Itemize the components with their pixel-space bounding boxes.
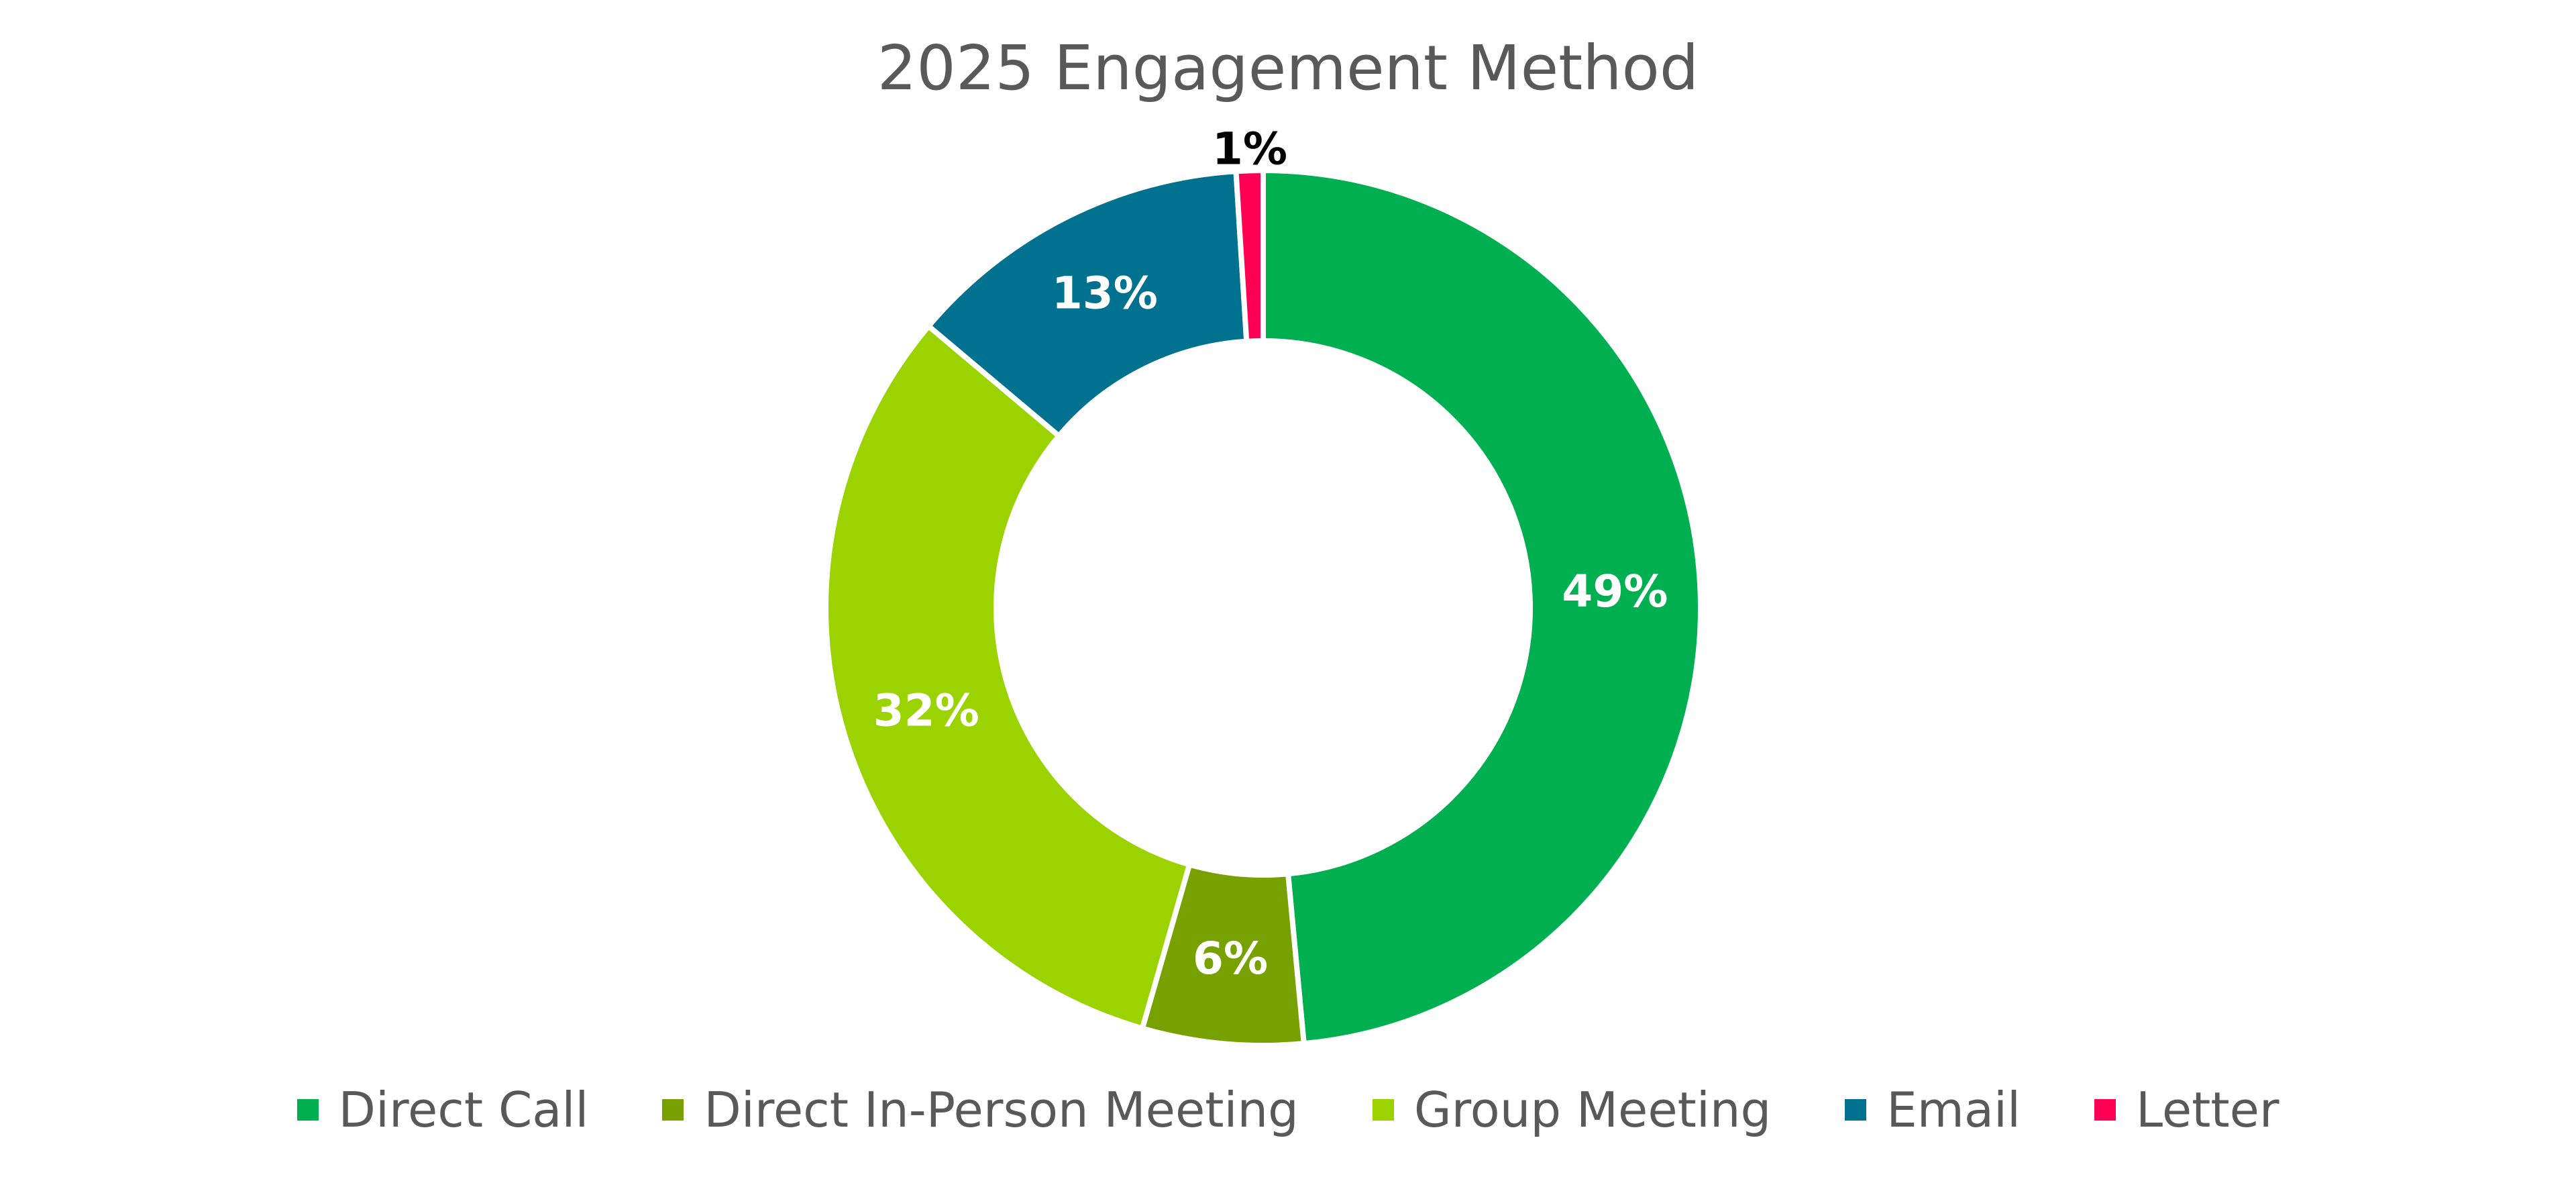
legend-swatch	[297, 1099, 319, 1121]
data-label: 32%	[873, 684, 979, 736]
legend-item: Group Meeting	[1372, 1082, 1772, 1138]
legend-label: Letter	[2135, 1082, 2279, 1138]
legend-swatch	[662, 1099, 684, 1121]
legend-label: Direct Call	[338, 1082, 589, 1138]
data-label: 49%	[1562, 566, 1668, 617]
legend-item: Direct In-Person Meeting	[662, 1082, 1299, 1138]
chart-title: 2025 Engagement Method	[877, 32, 1699, 104]
donut-slice-email	[924, 168, 1250, 440]
legend-swatch	[1845, 1099, 1867, 1121]
legend-swatch	[1372, 1099, 1394, 1121]
donut-slice-group-meeting	[823, 322, 1193, 1032]
legend-item: Email	[1845, 1082, 2021, 1138]
legend-label: Group Meeting	[1413, 1082, 1772, 1138]
legend-item: Direct Call	[297, 1082, 589, 1138]
donut-slice-letter	[1233, 167, 1266, 345]
legend-label: Direct In-Person Meeting	[704, 1082, 1299, 1138]
legend-label: Email	[1886, 1082, 2021, 1138]
legend-item: Letter	[2094, 1082, 2279, 1138]
legend-swatch	[2094, 1099, 2116, 1121]
donut-slice-direct-call	[1260, 167, 1703, 1047]
data-label: 13%	[1052, 268, 1158, 319]
data-label: 1%	[1212, 123, 1287, 175]
legend: Direct Call Direct In-Person Meeting Group…	[0, 1082, 2576, 1138]
data-label: 6%	[1193, 933, 1268, 984]
